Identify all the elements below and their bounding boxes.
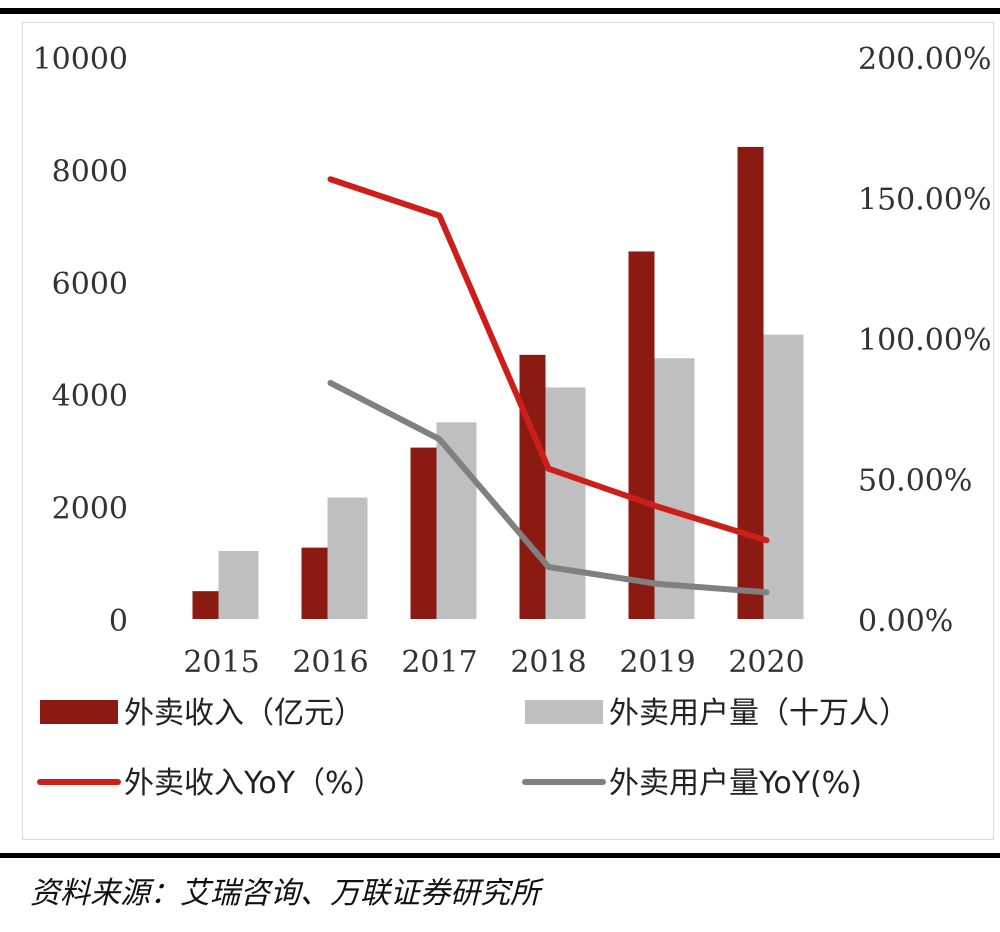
y-left-tick-label: 6000 — [52, 267, 128, 302]
x-tick-label: 2015 — [183, 645, 259, 680]
bar-revenue-2019 — [628, 251, 655, 619]
y-right-tick-label: 0.00% — [858, 604, 953, 639]
bar-users-2015 — [218, 550, 259, 619]
x-tick-label: 2019 — [619, 645, 695, 680]
bar-revenue-2018 — [519, 354, 546, 619]
bar-users-2018 — [545, 387, 586, 619]
x-tick-label: 2016 — [292, 645, 368, 680]
y-right-tick-label: 200.00% — [858, 42, 991, 77]
y-right-tick-label: 100.00% — [858, 323, 991, 358]
top-rule — [0, 8, 1000, 14]
y-right-tick-label: 150.00% — [858, 183, 991, 218]
bar-revenue-2017 — [410, 447, 437, 619]
bar-users-2017 — [436, 422, 477, 619]
x-tick-label: 2018 — [510, 645, 586, 680]
combo-chart: 0 2000 4000 6000 8000 10000 0.00% 50.00% 100.00%… — [33, 42, 992, 801]
source-note: 资料来源：艾瑞咨询、万联证券研究所 — [30, 876, 540, 911]
legend-label-2: 外卖收入YoY（%） — [124, 766, 384, 801]
legend-swatch-1 — [525, 700, 603, 724]
line-revenue-yoy — [327, 176, 770, 544]
chart-frame — [22, 22, 994, 840]
y-left-tick-label: 0 — [109, 604, 128, 639]
legend-swatch-0 — [40, 700, 118, 724]
bar-users-2019 — [654, 358, 695, 619]
bar-revenue-2020 — [737, 146, 764, 620]
legend-label-0: 外卖收入（亿元） — [124, 696, 364, 731]
y-left-tick-label: 8000 — [52, 154, 128, 189]
legend-label-3: 外卖用户量YoY(%) — [609, 766, 862, 801]
bottom-rule — [0, 853, 1000, 858]
bar-revenue-2016 — [301, 547, 328, 619]
y-left-tick-label: 10000 — [33, 42, 128, 77]
bar-revenue-2015 — [192, 591, 219, 619]
y-left-tick-label: 4000 — [52, 379, 128, 414]
y-right-tick-label: 50.00% — [858, 464, 972, 499]
x-tick-label: 2017 — [401, 645, 477, 680]
bar-users-2016 — [327, 497, 368, 619]
bar-users-2020 — [763, 334, 804, 619]
x-tick-label: 2020 — [728, 645, 804, 680]
legend-label-1: 外卖用户量（十万人） — [609, 696, 909, 731]
y-left-tick-label: 2000 — [52, 492, 128, 527]
line-users-yoy — [327, 379, 770, 596]
